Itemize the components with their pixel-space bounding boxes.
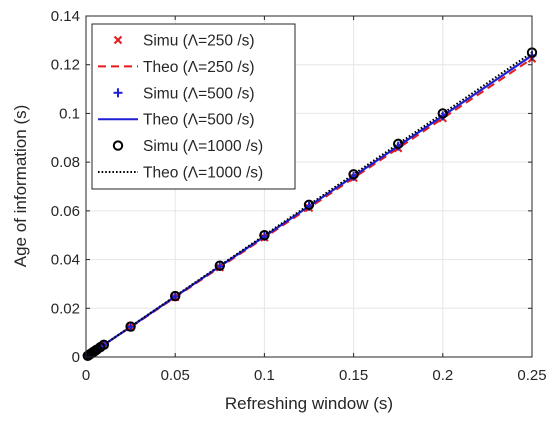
y-tick-label: 0.06 <box>51 203 80 220</box>
simu-1000-s-point <box>125 321 136 332</box>
x-tick-label: 0 <box>82 367 90 384</box>
legend: Simu (Λ=250 /s) Theo (Λ=250 /s) Simu (Λ=50… <box>91 23 296 190</box>
simu-1000-s-markers <box>82 47 538 361</box>
simu-1000-s-point <box>170 290 181 302</box>
y-tick-label: 0.14 <box>51 8 80 25</box>
simu-1000-s-point <box>214 260 226 271</box>
legend-label: Theo (Λ=250 /s) <box>143 59 255 76</box>
y-axis-label: Age of information (s) <box>11 105 30 268</box>
simu-1000-s-point <box>98 339 110 351</box>
x-tick-label: 0.05 <box>161 367 190 384</box>
x-axis-label: Refreshing window (s) <box>225 394 393 413</box>
legend-simu-250-s-marker <box>113 35 123 45</box>
x-tick-label: 0.1 <box>254 367 275 384</box>
legend-label: Theo (Λ=1000 /s) <box>143 165 263 182</box>
x-tick-label: 0.25 <box>517 367 546 384</box>
y-tick-label: 0.08 <box>51 154 80 171</box>
y-tick-label: 0.12 <box>51 57 80 74</box>
ticks: 0 0.05 0.1 0.15 0.2 0.25 0 0.02 0.04 0.06 0.08 0.1 0… <box>51 8 547 384</box>
legend-label: Simu (Λ=1000 /s) <box>143 138 263 155</box>
plot-area-frame <box>85 15 533 358</box>
legend-simu-500-s-marker <box>113 88 123 98</box>
x-tick-label: 0.2 <box>432 367 453 384</box>
simu-1000-s-point <box>348 169 359 180</box>
simu-1000-s-point <box>303 199 315 210</box>
y-tick-label: 0 <box>72 349 80 366</box>
legend-label: Theo (Λ=500 /s) <box>143 112 255 129</box>
legend-label: Simu (Λ=500 /s) <box>143 85 255 102</box>
simu-1000-s-point <box>259 230 270 241</box>
y-tick-label: 0.04 <box>51 252 80 269</box>
legend-label: Simu (Λ=250 /s) <box>143 33 255 50</box>
series-layer <box>82 47 538 361</box>
y-tick-label: 0.1 <box>59 105 80 122</box>
y-tick-label: 0.02 <box>51 300 80 317</box>
legend-simu-1000-s-marker <box>112 140 124 151</box>
legend-box <box>91 23 296 190</box>
legend-simu-250-s-marker-stroke <box>113 35 123 45</box>
x-tick-label: 0.15 <box>339 367 368 384</box>
simu-1000-s-point <box>437 108 448 119</box>
simu-1000-s-point <box>393 138 404 150</box>
